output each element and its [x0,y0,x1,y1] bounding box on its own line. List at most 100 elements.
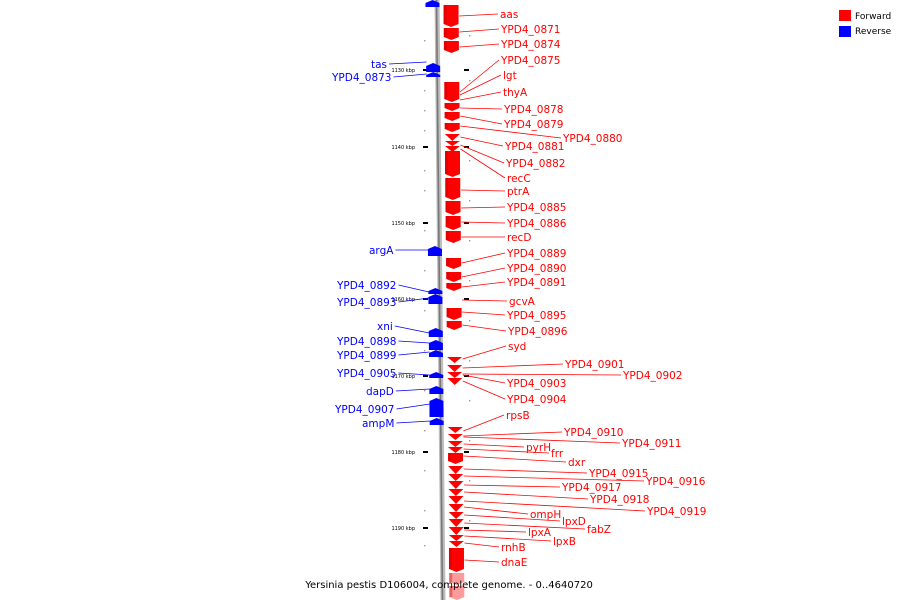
reverse-gene-label: YPD4_0898 [336,336,396,348]
reverse-gene-label: ampM [362,418,394,430]
forward-gene-label: YPD4_0875 [500,55,560,67]
forward-gene-label: aas [500,9,518,21]
forward-gene-block [445,151,461,177]
forward-gene-label: frr [551,448,564,460]
rim-dot [424,350,426,352]
reverse-gene-label: YPD4_0899 [336,350,396,362]
reverse-gene-label: YPD4_0893 [336,297,396,309]
reverse-gene-block [429,350,443,357]
forward-leader-line [463,491,589,500]
reverse-gene-block [426,63,441,72]
forward-gene-label: pyrH [526,442,551,454]
reverse-leader-line [398,351,430,356]
forward-gene-block [444,112,460,121]
tick-mark-right [464,146,469,148]
forward-leader-line [463,431,563,437]
forward-leader-line [461,206,506,209]
forward-gene-shade [445,178,449,197]
forward-gene-label: YPD4_0886 [506,218,567,230]
rim-dot [424,40,426,42]
forward-leader-line [461,267,506,278]
genome-caption: Yersinia pestis D106004, complete genome… [304,580,593,591]
tick-label: 1130 kbp [391,68,415,74]
forward-gene-label: YPD4_0911 [621,438,681,450]
forward-gene-block [446,272,462,282]
forward-gene-label: ompH [530,509,561,521]
tick-label: 1140 kbp [391,145,415,151]
forward-gene-label: YPD4_0904 [506,394,567,406]
forward-gene-block [447,372,463,378]
forward-gene-label: YPD4_0874 [500,39,561,51]
forward-gene-shade [444,82,448,99]
forward-gene-shade [446,321,450,327]
tick-mark-left [423,146,428,148]
forward-gene-block [449,586,465,600]
tick-mark-left [423,222,428,224]
tick-mark-left [423,69,428,71]
forward-gene-label: YPD4_0901 [564,359,624,371]
rim-dot [424,390,426,392]
forward-leader-line [463,455,567,463]
forward-gene-block [448,504,464,512]
forward-leader-line [462,363,564,369]
forward-leader-line [460,148,506,179]
forward-gene-block [448,466,464,474]
forward-gene-label: rnhB [501,542,526,554]
rim-dot [469,360,471,362]
forward-gene-shade [444,103,448,108]
reverse-gene-label: dapD [366,386,394,398]
reverse-leader-line [398,297,430,303]
tick-mark-left [423,451,428,453]
forward-gene-label: rpsB [506,410,530,422]
forward-leader-line [462,373,622,376]
forward-gene-block [444,103,460,111]
forward-gene-shade [445,151,449,174]
forward-gene-label: YPD4_0881 [504,141,564,153]
forward-gene-label: YPD4_0871 [500,24,560,36]
forward-leader-line [460,189,506,192]
forward-leader-line [462,345,507,360]
forward-gene-shade [443,41,447,50]
forward-gene-block [448,548,464,572]
forward-gene-block [445,216,461,230]
forward-gene-block [444,141,460,146]
reverse-leader-line [398,284,430,293]
reverse-gene-block [429,398,444,417]
forward-gene-shade [446,308,450,317]
reverse-gene-label: argA [369,245,394,257]
forward-leader-line [461,299,508,302]
reverse-leader-line [398,372,430,376]
forward-leader-line [462,374,506,384]
tick-label: 1150 kbp [391,221,415,227]
forward-leader-line [463,484,561,488]
forward-leader-line [459,74,502,96]
tick-mark-right [464,298,469,300]
forward-gene-label: YPD4_0910 [563,427,623,439]
forward-gene-label: YPD4_0891 [506,277,566,289]
forward-gene-block [448,512,464,519]
forward-leader-line [460,136,504,147]
forward-gene-block [447,447,463,453]
forward-gene-label: YPD4_0915 [588,468,648,480]
forward-gene-label: YPD4_0916 [645,476,706,488]
rim-dot [424,90,426,92]
rim-dot [424,230,426,232]
forward-leader-line [460,107,503,110]
reverse-gene-label: YPD4_0907 [334,404,394,416]
forward-gene-label: syd [508,341,526,353]
forward-gene-label: YPD4_0879 [503,119,563,131]
forward-leader-line [464,514,561,522]
rim-dot [469,240,471,242]
forward-leader-line [460,125,562,139]
forward-leader-line [463,448,550,454]
forward-gene-label: recC [507,173,531,185]
forward-gene-label: dxr [568,457,586,469]
forward-gene-label: YPD4_0880 [562,133,622,145]
forward-gene-block [446,321,462,330]
forward-gene-label: lpxB [553,536,576,548]
forward-gene-label: ptrA [507,186,530,198]
forward-gene-label: lpxD [562,516,586,528]
tick-label: 1170 kbp [391,374,415,380]
forward-gene-label: YPD4_0903 [506,378,566,390]
tick-mark-left [423,375,428,377]
